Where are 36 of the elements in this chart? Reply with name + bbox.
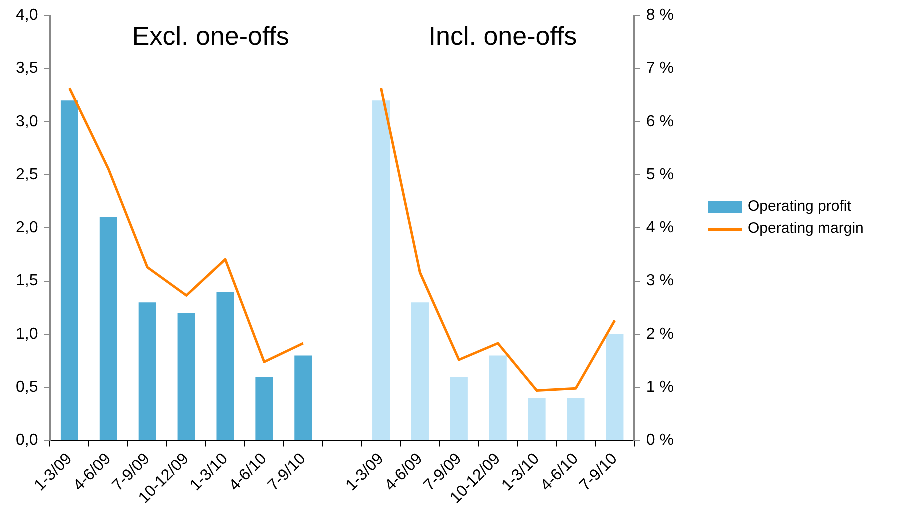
bar bbox=[216, 292, 234, 440]
bar bbox=[372, 100, 390, 440]
bar bbox=[528, 398, 546, 440]
y2-tick-label: 1 % bbox=[646, 379, 674, 396]
legend-label: Operating margin bbox=[748, 220, 864, 237]
y2-tick-label: 4 % bbox=[646, 220, 674, 237]
y2-tick-label: 6 % bbox=[646, 113, 674, 130]
bar bbox=[450, 376, 468, 440]
y-tick-label: 3,0 bbox=[16, 113, 38, 130]
y-tick-label: 2,5 bbox=[16, 166, 38, 184]
bar bbox=[489, 356, 507, 440]
y2-tick-label: 8 % bbox=[646, 7, 674, 24]
bar bbox=[294, 356, 312, 440]
bar bbox=[138, 302, 156, 440]
y2-tick-label: 2 % bbox=[646, 326, 674, 343]
y2-tick-label: 0 % bbox=[646, 432, 674, 450]
bar bbox=[60, 100, 78, 440]
y-tick-label: 4,0 bbox=[16, 7, 38, 24]
y-tick-label: 1,0 bbox=[16, 326, 38, 343]
y-tick-label: 2,0 bbox=[16, 220, 38, 237]
y2-tick-label: 5 % bbox=[646, 166, 674, 184]
y-tick-label: 0,0 bbox=[16, 432, 38, 450]
y-tick-label: 3,5 bbox=[16, 60, 38, 78]
legend-label: Operating profit bbox=[748, 198, 852, 215]
bar bbox=[178, 313, 196, 440]
bar bbox=[100, 218, 118, 440]
bar bbox=[606, 334, 624, 440]
annotation: Incl. one-offs bbox=[428, 20, 578, 51]
bar bbox=[567, 398, 585, 440]
y-tick-label: 1,5 bbox=[16, 272, 38, 290]
y-tick-label: 0,5 bbox=[16, 379, 38, 396]
bar bbox=[256, 376, 274, 440]
y2-tick-label: 3 % bbox=[646, 272, 674, 290]
annotation: Excl. one-offs bbox=[132, 20, 290, 51]
bar bbox=[411, 302, 429, 440]
y2-tick-label: 7 % bbox=[646, 60, 674, 78]
